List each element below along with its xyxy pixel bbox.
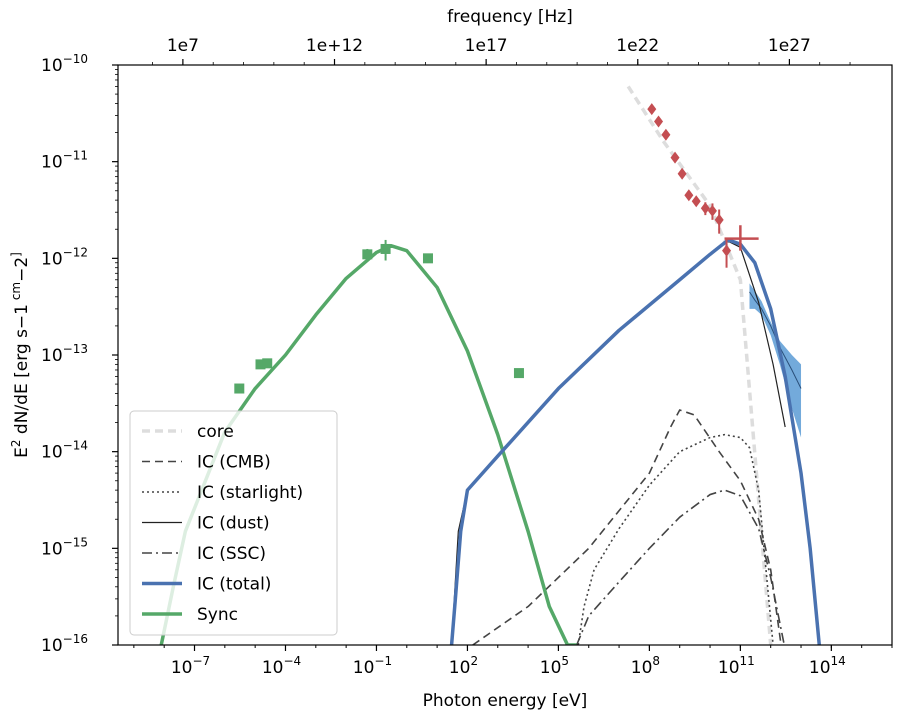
sync-point (234, 383, 245, 394)
legend: core IC (CMB) IC (starlight) IC (dust) IC (S… (129, 410, 338, 636)
x-tick-label: 10−4 (262, 654, 301, 678)
top-axis-label: frequency [Hz] (447, 7, 573, 27)
x-tick-label: 108 (631, 654, 660, 678)
legend-label: Sync (197, 605, 238, 625)
y-tick-label: 10−14 (41, 439, 88, 463)
gamma-point (700, 202, 710, 215)
legend-label: IC (CMB) (197, 453, 271, 473)
legend-box (129, 410, 338, 636)
series-core (626, 85, 773, 645)
x-axis-label: Photon energy [eV] (423, 691, 588, 711)
x-tick-label: 102 (449, 654, 478, 678)
y-tick-label: 10−11 (41, 149, 88, 173)
gamma-point (714, 213, 724, 226)
butterfly-best-fit (749, 291, 802, 389)
axes: 10−7 10−4 10−1 102 105 108 1011 1014 10−10 10−11 1… (41, 36, 893, 678)
legend-label: IC (dust) (197, 514, 270, 534)
series-ic-cmb (472, 409, 782, 645)
gamma-point (670, 151, 680, 164)
gamma-point (722, 244, 732, 257)
top-tick-label: 1e+12 (306, 36, 363, 56)
gamma-point (677, 167, 687, 180)
gamma-point (691, 195, 701, 208)
sync-point (380, 243, 391, 254)
top-tick-label: 1e17 (465, 36, 508, 56)
y-tick-label: 10−15 (41, 535, 88, 559)
y-tick-label: 10−12 (41, 245, 88, 269)
sync-point (262, 358, 273, 369)
y-tick-label: 10−13 (41, 342, 88, 366)
series-ic-ssc (575, 489, 786, 645)
legend-label: core (197, 422, 234, 442)
sync-point (513, 368, 524, 379)
butterfly-band (749, 283, 802, 438)
sync-point (255, 359, 266, 370)
x-tick-label: 1014 (809, 654, 846, 678)
gamma-point (707, 204, 717, 217)
legend-label: IC (SSC) (197, 544, 266, 564)
x-tick-label: 10−1 (353, 654, 392, 678)
gamma-point (654, 115, 664, 128)
top-tick-label: 1e27 (768, 36, 811, 56)
gamma-point (684, 189, 694, 202)
legend-label: IC (starlight) (197, 483, 303, 503)
series-ic-starlight (577, 433, 774, 645)
y-axis-label: E2 dN/dE [erg s−1 cm−2] (9, 252, 32, 458)
top-tick-label: 1e22 (616, 36, 659, 56)
gamma-point (647, 103, 657, 116)
legend-label: IC (total) (197, 575, 271, 595)
series-ic-total (449, 238, 822, 645)
x-tick-label: 10−7 (171, 654, 210, 678)
x-tick-label: 105 (540, 654, 569, 678)
y-tick-label: 10−10 (41, 52, 88, 76)
y-tick-label: 10−16 (41, 632, 88, 656)
gamma-point (661, 128, 671, 141)
x-tick-label: 1011 (718, 654, 755, 678)
sync-point (362, 249, 373, 260)
top-tick-label: 1e7 (167, 36, 199, 56)
sync-point (422, 253, 433, 264)
